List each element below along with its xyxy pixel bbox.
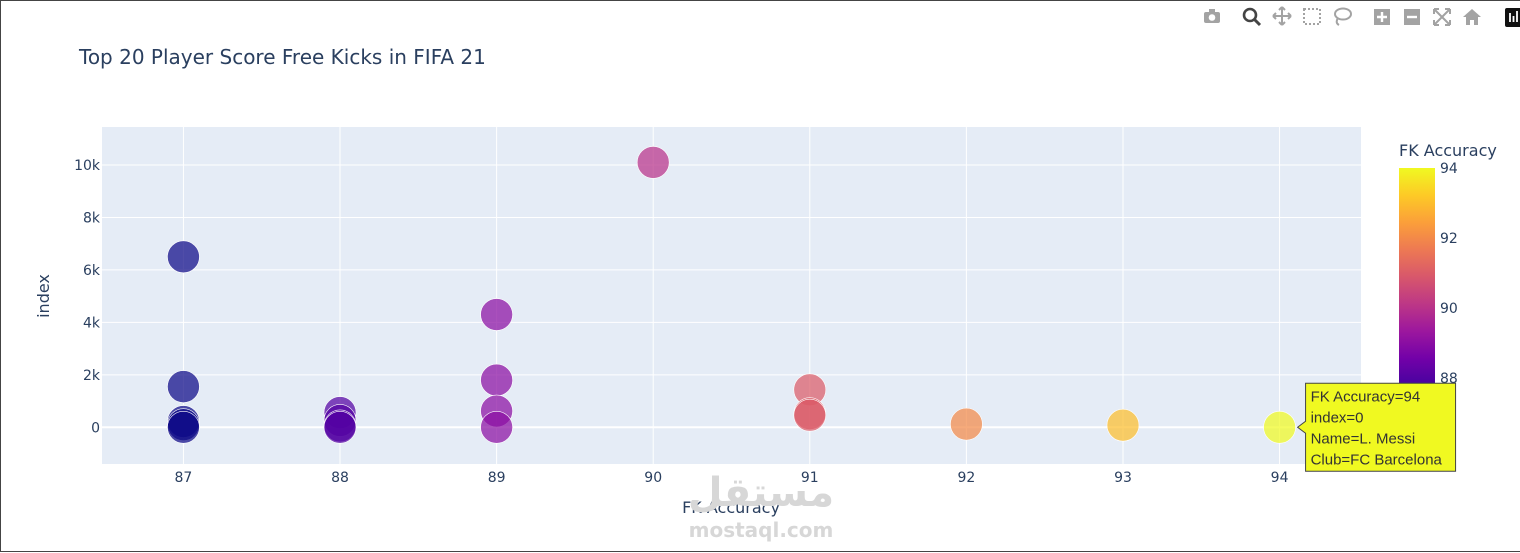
hover-line: index=0 bbox=[1311, 409, 1364, 426]
scatter-point[interactable] bbox=[1263, 410, 1296, 444]
colorbar-tick-label: 94 bbox=[1440, 161, 1458, 177]
scatter-point[interactable] bbox=[950, 407, 983, 441]
colorbar-title: FK Accuracy bbox=[1399, 141, 1497, 160]
scatter-point[interactable] bbox=[793, 398, 827, 432]
scatter-point[interactable] bbox=[1106, 408, 1140, 442]
watermark: مستقل mostaql.com bbox=[688, 470, 834, 542]
chart-title: Top 20 Player Score Free Kicks in FIFA 2… bbox=[78, 45, 486, 69]
x-tick-label: 88 bbox=[331, 470, 349, 486]
y-tick-labels: 0 2k 4k 6k 8k 10k bbox=[74, 158, 101, 436]
y-tick-label: 8k bbox=[83, 210, 101, 226]
hover-line: FK Accuracy=94 bbox=[1311, 388, 1421, 405]
hover-line: Club=FC Barcelona bbox=[1311, 451, 1443, 468]
lasso-select-icon[interactable] bbox=[1331, 5, 1353, 29]
colorbar-gradient bbox=[1399, 168, 1435, 413]
y-axis-title: index bbox=[34, 274, 53, 318]
watermark-url: mostaql.com bbox=[689, 518, 834, 542]
scatter-point[interactable] bbox=[167, 240, 200, 274]
scatter-point[interactable] bbox=[636, 146, 670, 179]
pan-icon[interactable] bbox=[1271, 5, 1293, 29]
watermark-arabic: مستقل bbox=[688, 470, 834, 516]
hover-line: Name=L. Messi bbox=[1311, 430, 1416, 447]
scatter-point[interactable] bbox=[480, 363, 513, 397]
x-tick-label: 91 bbox=[801, 470, 819, 486]
x-tick-label: 92 bbox=[957, 470, 975, 486]
plot-area[interactable] bbox=[102, 127, 1361, 464]
y-tick-label: 6k bbox=[83, 263, 101, 279]
plotly-logo-icon[interactable] bbox=[1501, 5, 1520, 29]
x-tick-labels: 87 88 89 90 91 92 93 94 bbox=[175, 470, 1289, 486]
reset-axes-icon[interactable] bbox=[1461, 5, 1483, 29]
hover-box bbox=[1296, 382, 1457, 472]
box-select-icon[interactable] bbox=[1301, 5, 1323, 29]
camera-icon[interactable] bbox=[1201, 5, 1223, 29]
x-tick-label: 90 bbox=[644, 470, 662, 486]
scatter-point[interactable] bbox=[480, 410, 513, 444]
autoscale-icon[interactable] bbox=[1431, 5, 1453, 29]
x-tick-label: 89 bbox=[488, 470, 506, 486]
zoom-in-icon[interactable] bbox=[1371, 5, 1393, 29]
y-tick-label: 2k bbox=[83, 368, 101, 384]
scatter-point[interactable] bbox=[167, 410, 200, 444]
scatter-point[interactable] bbox=[480, 298, 513, 331]
x-tick-label: 93 bbox=[1114, 470, 1132, 486]
zoom-icon[interactable] bbox=[1241, 5, 1263, 29]
hover-tooltip: FK Accuracy=94 index=0 Name=L. Messi Club=F… bbox=[1296, 382, 1457, 472]
y-tick-label: 4k bbox=[83, 315, 101, 331]
y-tick-label: 0 bbox=[91, 420, 100, 436]
y-tick-label: 10k bbox=[74, 158, 101, 174]
x-tick-label: 87 bbox=[175, 470, 193, 486]
x-axis-title: FK Accuracy bbox=[682, 498, 780, 517]
scatter-point[interactable] bbox=[323, 410, 357, 444]
scatter-point[interactable] bbox=[167, 370, 200, 403]
colorbar-tick-label: 92 bbox=[1440, 231, 1458, 247]
x-tick-label: 94 bbox=[1271, 470, 1289, 486]
scatter-points bbox=[167, 146, 1296, 444]
colorbar-tick-label: 90 bbox=[1440, 301, 1458, 317]
zoom-out-icon[interactable] bbox=[1401, 5, 1423, 29]
